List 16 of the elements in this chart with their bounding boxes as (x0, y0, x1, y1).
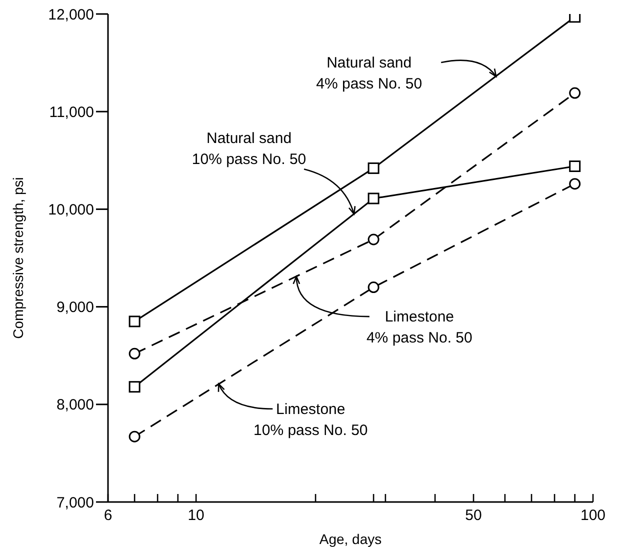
x-tick-label: 6 (104, 507, 112, 524)
x-tick-label: 100 (580, 507, 606, 524)
annotation: Natural sand 10% pass No. 50 (192, 130, 306, 168)
y-tick-label: 10,000 (48, 202, 94, 219)
y-tick-label: 12,000 (48, 6, 94, 24)
y-tick-label: 9,000 (56, 299, 94, 316)
annotation: Limestone 4% pass No. 50 (366, 308, 472, 347)
annotation: Limestone 10% pass No. 50 (254, 400, 368, 439)
annotation: Natural sand 4% pass No. 50 (316, 54, 422, 92)
x-tick-label: 50 (465, 507, 482, 524)
y-tick-label: 8,000 (56, 396, 94, 414)
y-tick-label: 7,000 (56, 494, 94, 512)
y-tick-label: 11,000 (49, 104, 94, 121)
x-axis-title: Age, days (319, 531, 382, 547)
x-tick-label: 10 (188, 507, 204, 524)
y-axis-title: Compressive strength, psi (10, 177, 26, 339)
